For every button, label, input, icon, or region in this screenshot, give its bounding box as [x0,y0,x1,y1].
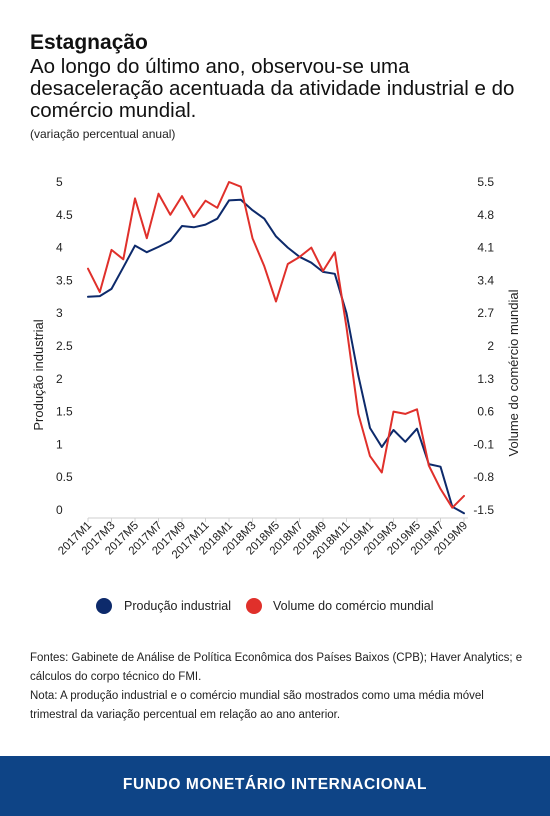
left-axis-ticks: 5 4.5 4 3.5 3 2.5 2 1.5 1 0.5 0 [56,175,73,517]
legend-marker-trade [246,598,262,614]
right-tick-label: -0.8 [473,470,494,484]
left-tick-label: 0.5 [56,470,73,484]
left-tick-label: 4.5 [56,208,73,222]
units-note: (variação percentual anual) [30,127,176,141]
notes: Fontes: Gabinete de Análise de Política … [30,649,530,725]
left-tick-label: 3 [56,306,63,320]
footer-bar: FUNDO MONETÁRIO INTERNACIONAL [0,756,550,816]
legend-marker-industrial [96,598,112,614]
left-tick-label: 1.5 [56,405,73,419]
right-tick-label: 4.1 [477,241,494,255]
chart-subtitle: Ao longo do último ano, observou-se uma … [30,55,515,122]
right-tick-label: 2.7 [477,306,494,320]
methodology-note: Nota: A produção industrial e o comércio… [30,690,484,721]
sources-note: Fontes: Gabinete de Análise de Política … [30,652,523,683]
legend-label-trade: Volume do comércio mundial [273,599,434,613]
left-tick-label: 3.5 [56,273,73,287]
right-axis-label: Volume do comércio mundial [506,289,521,456]
right-tick-label: 0.6 [477,405,494,419]
series-line-world-trade-volume [87,181,465,509]
series-line-industrial-production [87,198,465,515]
right-tick-label: 2 [487,339,494,353]
right-tick-label: -1.5 [473,503,494,517]
right-tick-label: 1.3 [477,372,494,386]
chart-title: Estagnação [30,31,148,54]
legend-label-industrial: Produção industrial [124,599,232,613]
left-tick-label: 5 [56,175,63,189]
line-chart: 5 4.5 4 3.5 3 2.5 2 1.5 1 0.5 0 5.5 4.8 4.1 3.4 2.7 2 1.… [31,175,521,561]
right-axis-ticks: 5.5 4.8 4.1 3.4 2.7 2 1.3 0.6 -0.1 -0.8 -1.5 [473,175,494,517]
right-tick-label: 3.4 [477,273,494,287]
left-tick-label: 2.5 [56,339,73,353]
left-tick-label: 4 [56,241,63,255]
footer-org-name: FUNDO MONETÁRIO INTERNACIONAL [122,776,428,793]
right-tick-label: -0.1 [473,437,494,451]
x-axis-ticks: 2017M12017M32017M52017M72017M92017M11201… [56,518,470,561]
right-tick-label: 4.8 [477,208,494,222]
left-tick-label: 0 [56,503,63,517]
left-tick-label: 1 [56,437,63,451]
left-tick-label: 2 [56,372,63,386]
series-lines [87,181,465,515]
left-axis-label: Produção industrial [31,319,46,430]
right-tick-label: 5.5 [477,175,494,189]
